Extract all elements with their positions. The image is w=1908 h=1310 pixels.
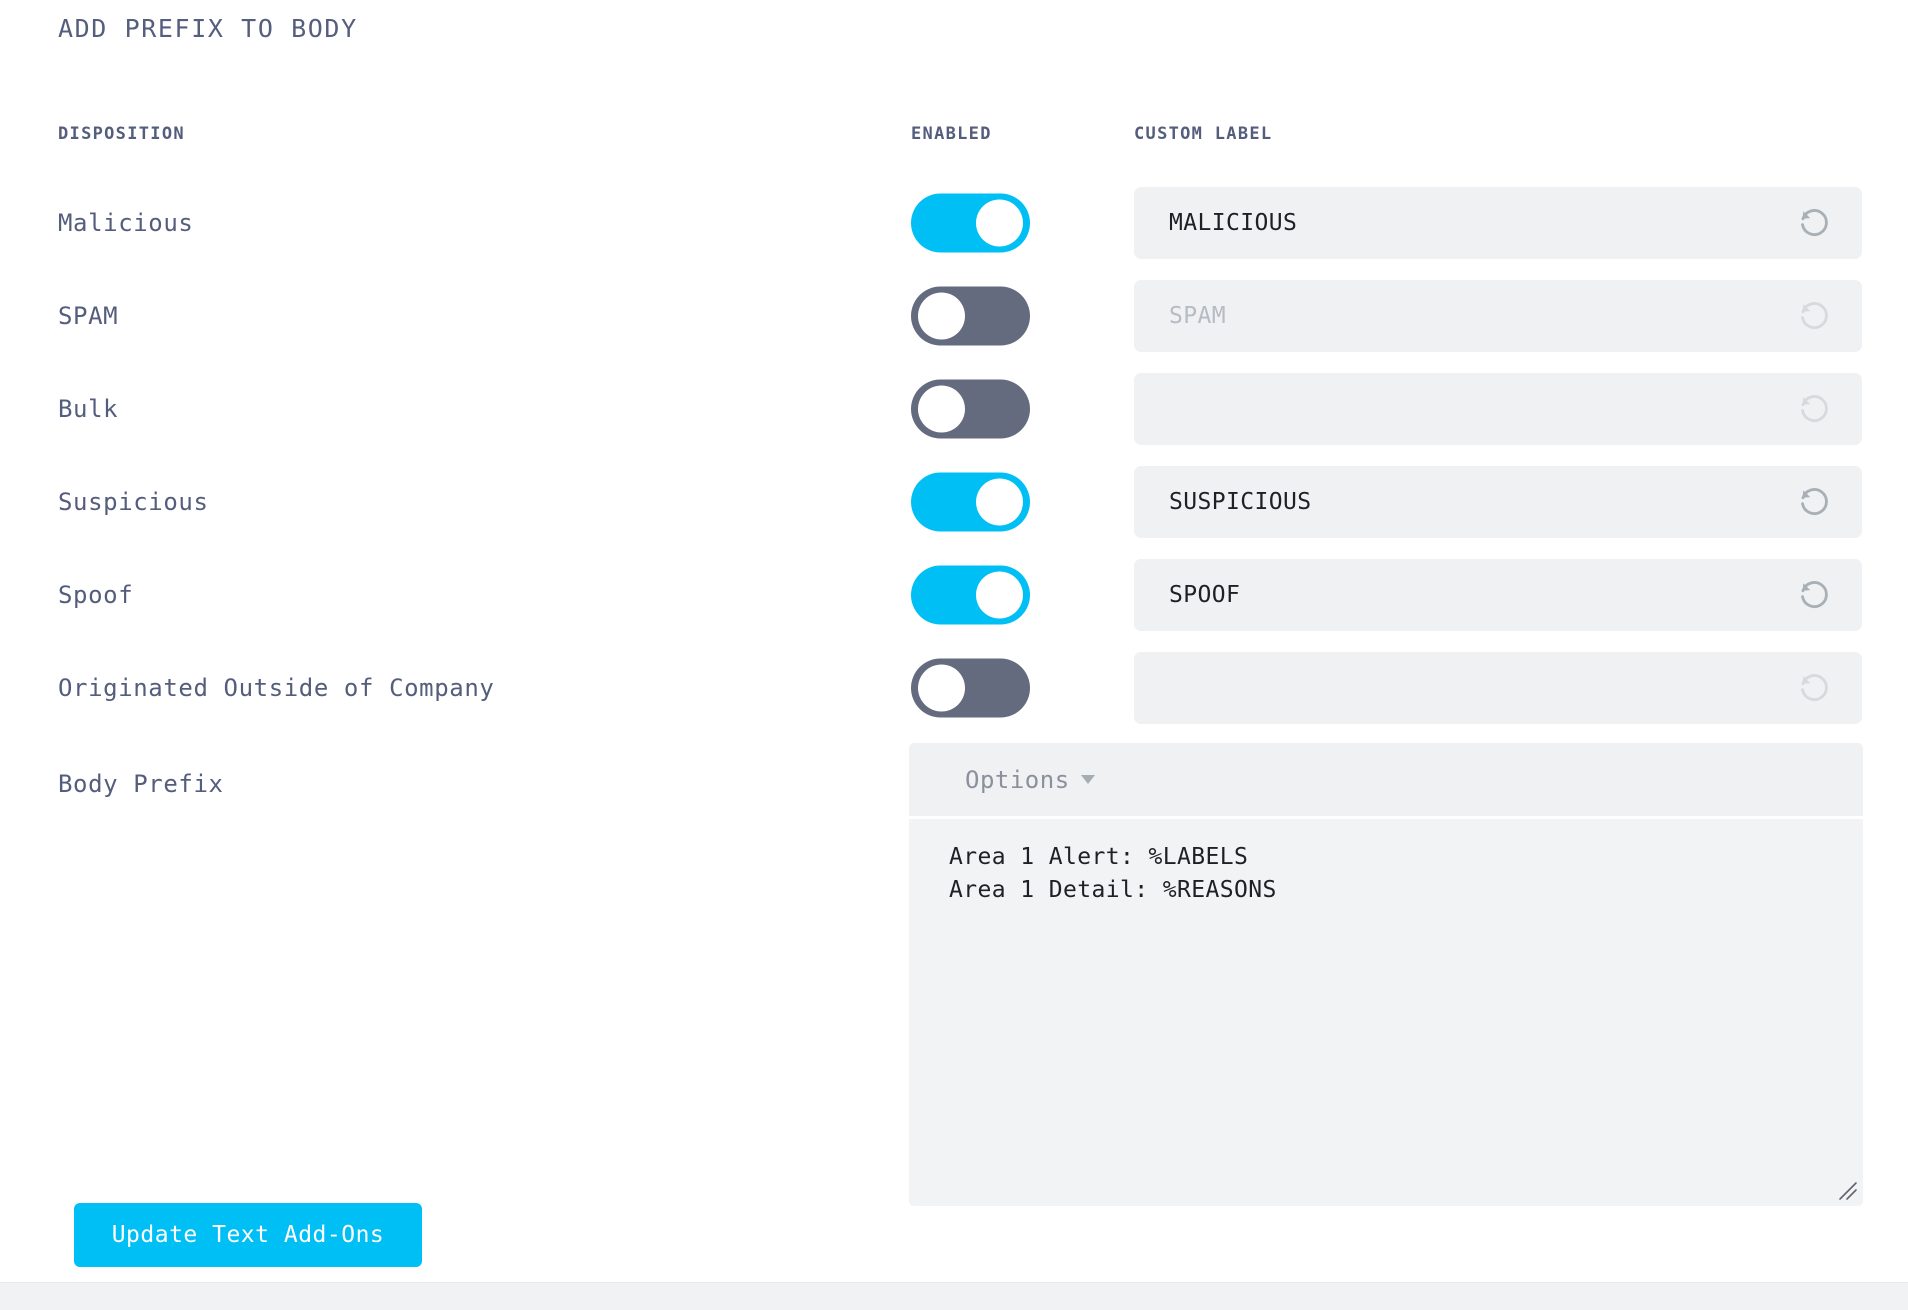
footer-strip [0,1282,1908,1310]
toggle-enabled-originated-outside-of-company[interactable] [911,658,1030,718]
body-prefix-label: Body Prefix [58,770,224,798]
toggle-knob [918,292,965,340]
toggle-enabled-bulk[interactable] [911,379,1030,439]
toggle-knob [918,664,965,712]
row-label-spoof: Spoof [58,581,134,609]
toggle-knob [976,571,1023,619]
toggle-enabled-suspicious[interactable] [911,472,1030,532]
toggle-enabled-spam[interactable] [911,286,1030,346]
toggle-knob [918,385,965,433]
custom-label-value: SPOOF [1169,582,1241,608]
table-row: Spoof SPOOF [0,549,1908,641]
page-title: ADD PREFIX TO BODY [58,14,358,43]
body-prefix-textarea[interactable]: Area 1 Alert: %LABELS Area 1 Detail: %RE… [909,819,1863,1206]
reset-icon[interactable] [1798,578,1832,612]
options-dropdown-label: Options [965,765,1070,794]
row-label-bulk: Bulk [58,395,119,423]
custom-label-input-spam[interactable]: SPAM [1134,280,1862,352]
column-header-enabled: ENABLED [911,124,992,144]
chevron-down-icon [1080,775,1095,784]
column-header-disposition: DISPOSITION [58,124,185,144]
custom-label-input-originated-outside-of-company[interactable] [1134,652,1862,724]
reset-icon[interactable] [1798,299,1832,333]
toggle-enabled-spoof[interactable] [911,565,1030,625]
custom-label-placeholder: SPAM [1169,303,1226,329]
reset-icon[interactable] [1798,485,1832,519]
body-prefix-content: Area 1 Alert: %LABELS Area 1 Detail: %RE… [949,844,1277,903]
custom-label-input-bulk[interactable] [1134,373,1862,445]
reset-icon[interactable] [1798,206,1832,240]
row-label-spam: SPAM [58,302,119,330]
body-prefix-editor: Options Area 1 Alert: %LABELS Area 1 Det… [909,743,1863,1206]
custom-label-input-malicious[interactable]: MALICIOUS [1134,187,1862,259]
column-header-custom-label: CUSTOM LABEL [1134,124,1273,144]
reset-icon[interactable] [1798,392,1832,426]
table-row: Originated Outside of Company [0,642,1908,734]
custom-label-value: MALICIOUS [1169,210,1298,236]
custom-label-value: SUSPICIOUS [1169,489,1312,515]
editor-toolbar: Options [909,743,1863,816]
reset-icon[interactable] [1798,671,1832,705]
custom-label-input-spoof[interactable]: SPOOF [1134,559,1862,631]
row-label-suspicious: Suspicious [58,488,209,516]
table-row: SPAM SPAM [0,270,1908,362]
toggle-knob [976,478,1023,526]
options-dropdown[interactable]: Options [965,766,1095,794]
row-label-malicious: Malicious [58,209,194,237]
resize-grip-icon[interactable] [1837,1180,1859,1202]
update-text-add-ons-button[interactable]: Update Text Add-Ons [74,1203,422,1267]
toggle-knob [976,199,1023,247]
row-label-originated-outside-of-company: Originated Outside of Company [58,674,495,702]
table-row: Suspicious SUSPICIOUS [0,456,1908,548]
toggle-enabled-malicious[interactable] [911,193,1030,253]
table-row: Bulk [0,363,1908,455]
custom-label-input-suspicious[interactable]: SUSPICIOUS [1134,466,1862,538]
table-row: Malicious MALICIOUS [0,177,1908,269]
